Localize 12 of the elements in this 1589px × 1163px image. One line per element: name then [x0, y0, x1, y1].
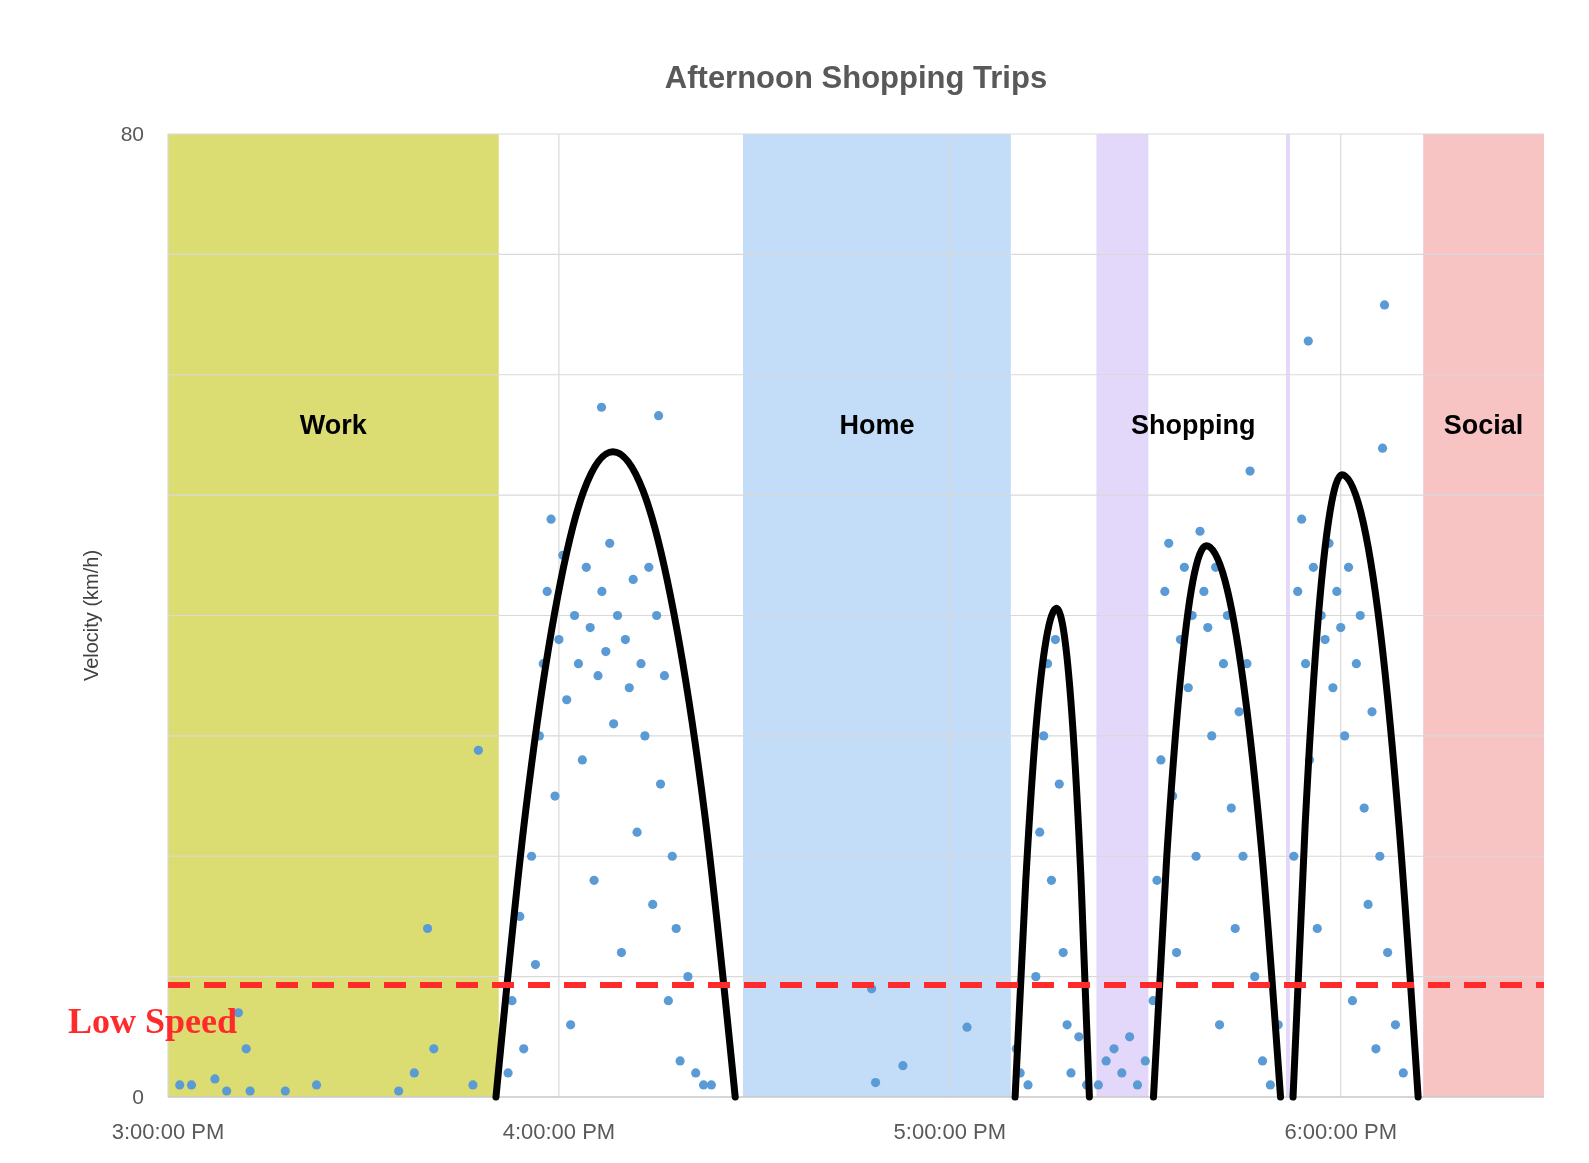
chart-title: Afternoon Shopping Trips [664, 60, 1048, 95]
annotation: Shopping [1130, 410, 1256, 441]
band-label: Social [1443, 410, 1524, 441]
x-tick-label: 3:00:00 PM [111, 1119, 225, 1144]
x-tick-label: 5:00:00 PM [893, 1119, 1007, 1144]
y-axis-title: Velocity (km/h) [80, 549, 102, 682]
y-tick-label: 0 [132, 1085, 144, 1108]
y-tick-label: 80 [120, 122, 144, 145]
x-tick-label: 6:00:00 PM [1284, 1119, 1397, 1144]
x-tick-label: 4:00:00 PM [502, 1119, 616, 1144]
band-label: Work [299, 410, 368, 441]
band-label: Home [839, 410, 915, 441]
